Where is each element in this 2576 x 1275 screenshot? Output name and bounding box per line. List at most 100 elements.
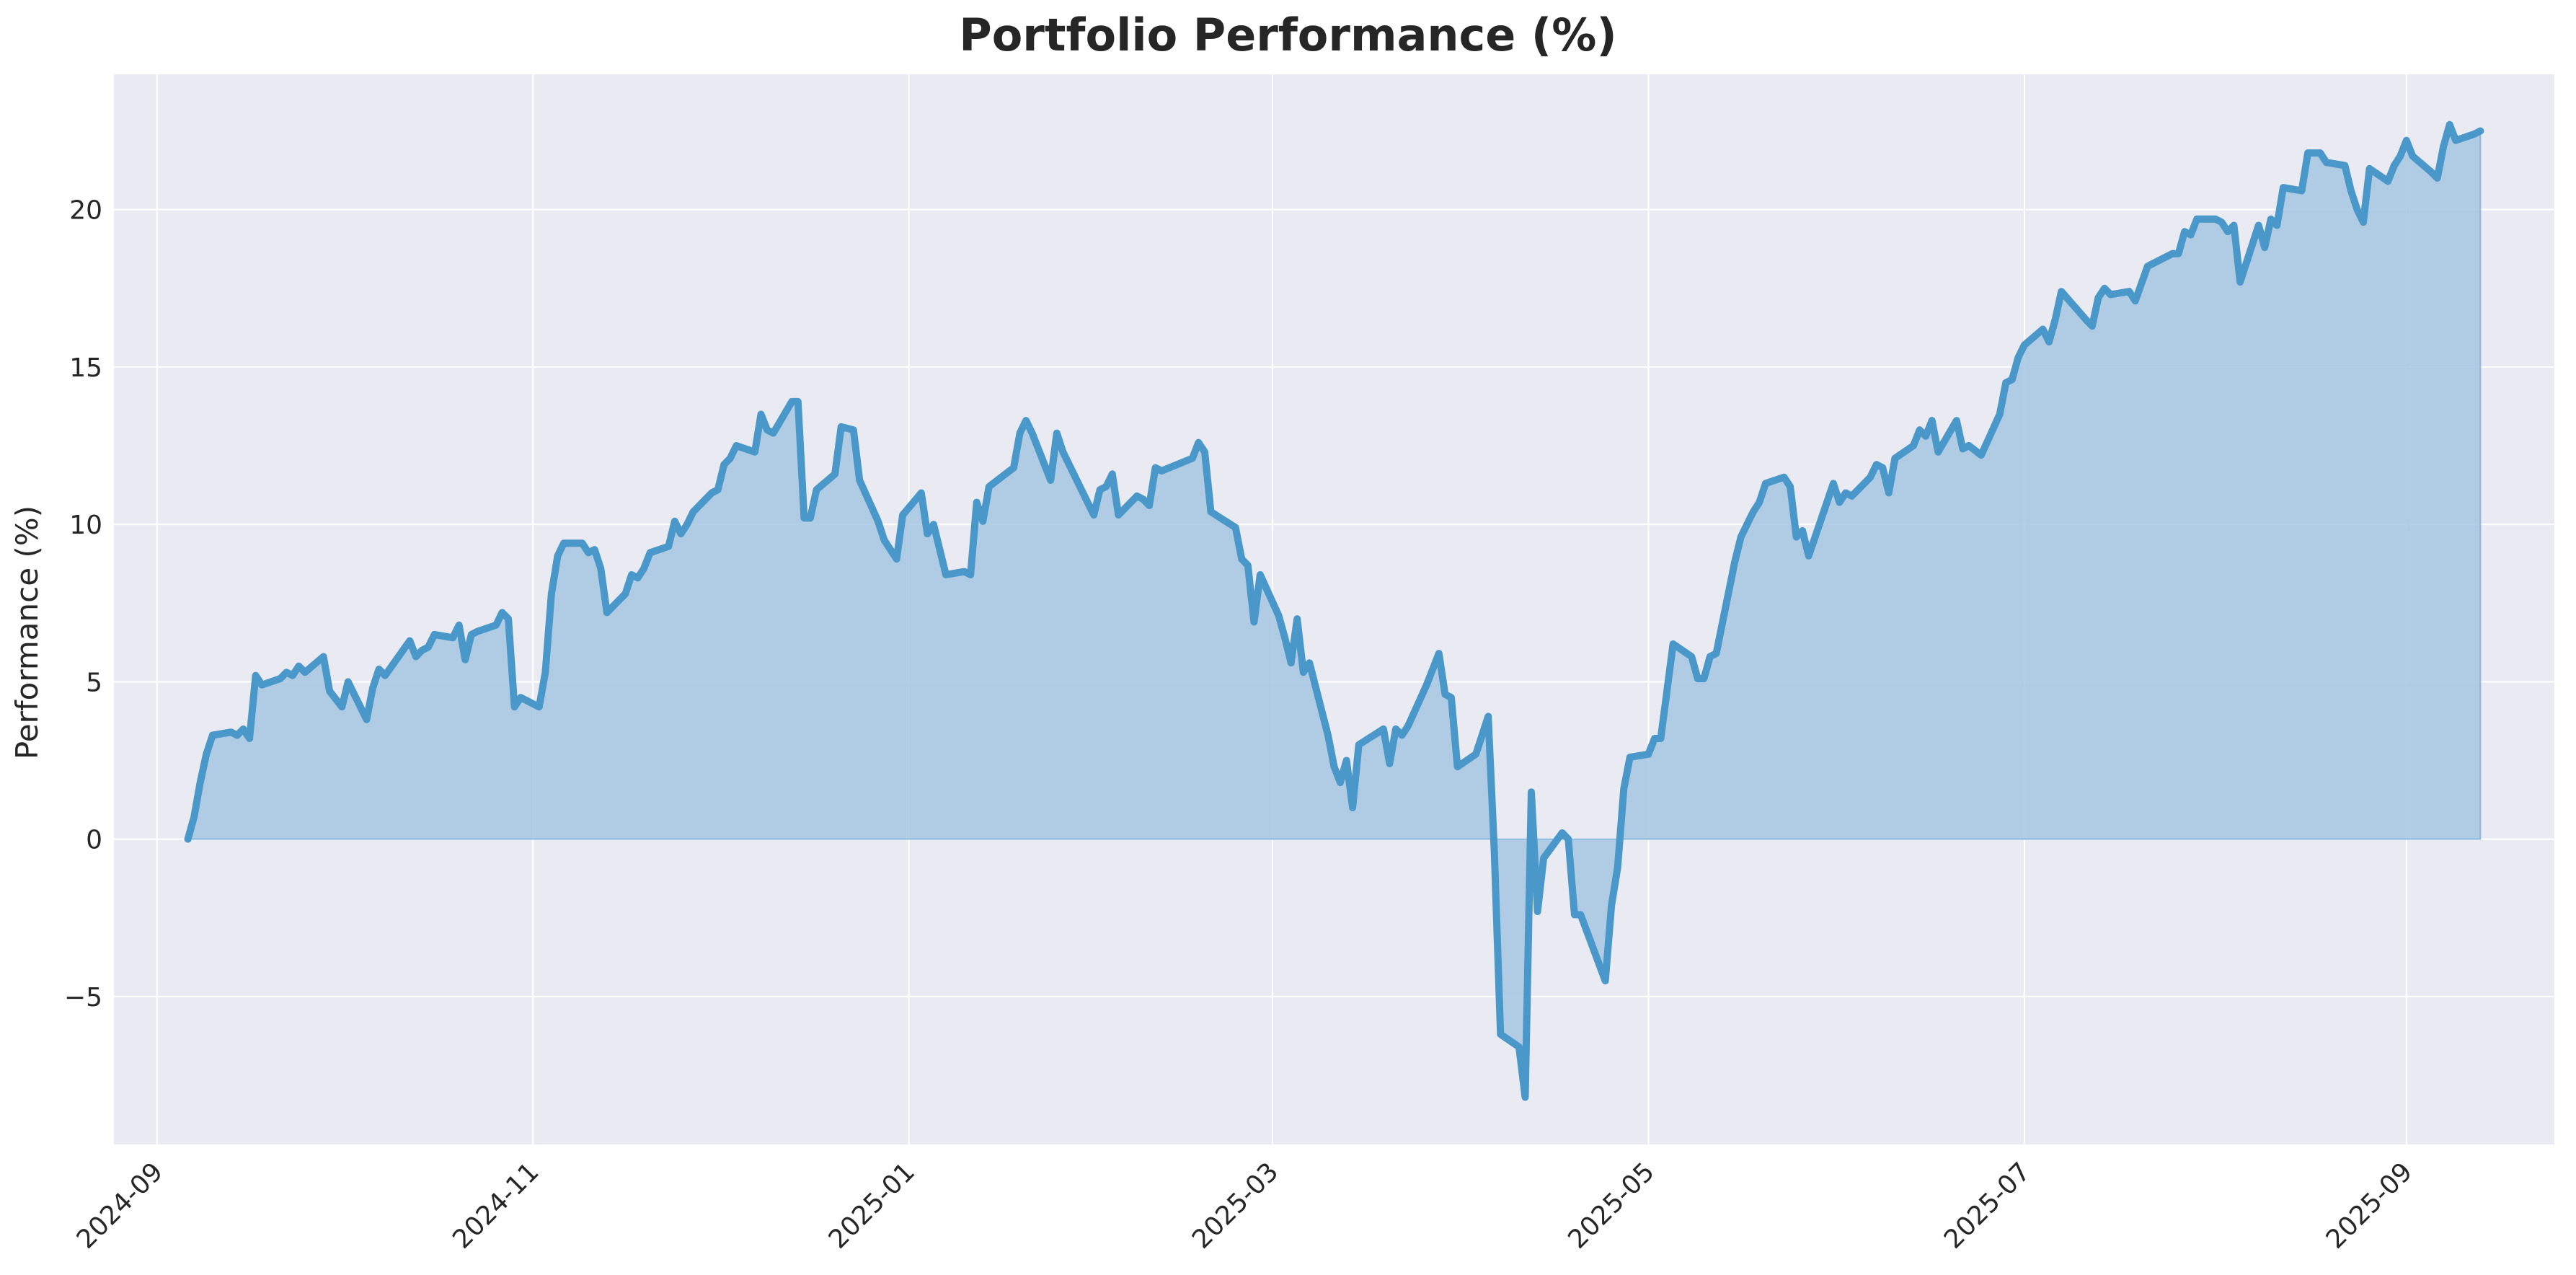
- data-point: [678, 531, 683, 536]
- data-point: [2041, 327, 2045, 332]
- data-point: [2004, 381, 2008, 385]
- data-point: [1252, 620, 1256, 625]
- data-point: [1141, 497, 1146, 501]
- data-point: [685, 522, 689, 526]
- data-point: [593, 547, 597, 552]
- data-point: [2151, 261, 2156, 265]
- data-point: [1425, 683, 1429, 687]
- data-point: [1400, 733, 1404, 738]
- data-point: [765, 428, 769, 432]
- data-point: [1030, 431, 1035, 436]
- data-point: [247, 736, 252, 741]
- data-point: [242, 727, 246, 731]
- data-point: [2361, 220, 2365, 224]
- data-point: [1998, 412, 2002, 416]
- data-point: [371, 686, 375, 690]
- data-point: [734, 444, 738, 448]
- data-point: [1659, 736, 1663, 741]
- data-point: [1603, 979, 1608, 983]
- data-point: [642, 566, 646, 570]
- data-point: [673, 519, 677, 524]
- data-point: [931, 522, 936, 526]
- data-point: [1701, 676, 1706, 681]
- data-point: [808, 516, 813, 520]
- data-point: [1492, 850, 1497, 854]
- data-point: [1443, 692, 1447, 697]
- data-point: [1714, 651, 1719, 656]
- data-point: [753, 450, 757, 454]
- data-point: [759, 412, 763, 416]
- data-point: [1338, 780, 1342, 785]
- data-point: [1800, 529, 1805, 533]
- data-point: [2010, 377, 2014, 381]
- data-point: [2127, 289, 2131, 294]
- data-point: [1406, 724, 1410, 728]
- x-tick-label: 2024-09: [71, 1157, 169, 1254]
- data-point: [2275, 224, 2279, 228]
- data-point: [1646, 752, 1650, 756]
- y-tick-label: 0: [86, 826, 102, 855]
- data-point: [624, 591, 628, 596]
- data-point: [666, 544, 670, 549]
- data-point: [925, 531, 929, 536]
- data-point: [2368, 167, 2372, 171]
- data-point: [1911, 444, 1916, 448]
- data-point: [1652, 736, 1657, 741]
- data-point: [1887, 491, 1891, 495]
- data-point: [1394, 727, 1398, 731]
- data-point: [2281, 185, 2285, 190]
- data-point: [1301, 670, 1306, 674]
- data-point: [2102, 286, 2107, 291]
- data-point: [789, 400, 794, 404]
- data-point: [475, 630, 479, 634]
- data-point: [722, 462, 726, 467]
- data-point: [2472, 132, 2477, 136]
- data-point: [469, 632, 474, 637]
- data-point: [2213, 217, 2218, 221]
- data-point: [322, 655, 326, 659]
- data-point: [2084, 317, 2088, 322]
- data-point: [383, 674, 387, 678]
- data-point: [1203, 450, 1207, 454]
- data-point: [2238, 280, 2242, 284]
- data-point: [500, 610, 505, 614]
- data-point: [260, 683, 264, 687]
- data-point: [1209, 510, 1213, 514]
- data-point: [186, 837, 190, 842]
- data-point: [1332, 764, 1337, 769]
- data-point: [815, 488, 819, 492]
- data-point: [1307, 661, 1311, 665]
- data-point: [2022, 343, 2027, 347]
- data-point: [1671, 642, 1676, 646]
- data-point: [919, 491, 924, 495]
- data-point: [1067, 462, 1071, 467]
- data-point: [1560, 831, 1564, 835]
- data-point: [1326, 733, 1330, 738]
- x-tick-label: 2024-11: [447, 1157, 544, 1254]
- data-point: [1345, 759, 1349, 763]
- chart-title: Portfolio Performance (%): [959, 9, 1617, 61]
- data-point: [1616, 865, 1620, 870]
- data-point: [1154, 466, 1158, 470]
- data-point: [1159, 469, 1164, 473]
- data-point: [1523, 1095, 1528, 1100]
- data-point: [1061, 450, 1065, 454]
- data-point: [1381, 727, 1386, 731]
- data-point: [1880, 466, 1885, 470]
- data-point: [2435, 176, 2440, 180]
- data-point: [414, 655, 418, 659]
- data-point: [1387, 762, 1391, 766]
- data-point: [1048, 478, 1053, 482]
- x-tick-label: 2025-03: [1187, 1157, 1284, 1254]
- data-point: [944, 573, 948, 577]
- data-point: [580, 541, 585, 545]
- data-point: [2441, 144, 2446, 149]
- x-tick-label: 2025-09: [2321, 1157, 2418, 1254]
- data-point: [796, 400, 800, 404]
- data-point: [839, 425, 844, 429]
- y-axis-label: Performance (%): [9, 506, 45, 759]
- data-point: [1239, 557, 1244, 561]
- data-point: [1763, 481, 1768, 485]
- data-point: [1566, 837, 1570, 842]
- data-point: [1024, 418, 1028, 423]
